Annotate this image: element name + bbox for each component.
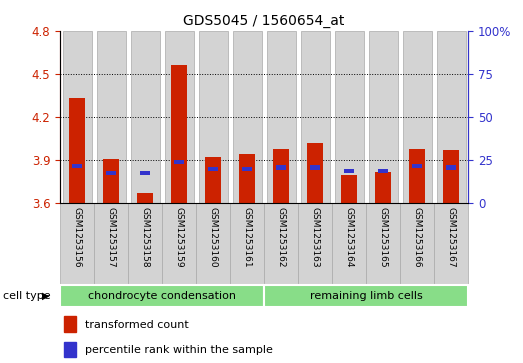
Bar [172, 65, 187, 203]
Bar [174, 160, 184, 164]
Title: GDS5045 / 1560654_at: GDS5045 / 1560654_at [184, 15, 345, 28]
Bar [444, 150, 459, 203]
Text: GSM1253162: GSM1253162 [277, 207, 286, 268]
Text: GSM1253167: GSM1253167 [447, 207, 456, 268]
Bar [106, 171, 116, 175]
Bar [308, 143, 323, 203]
Bar [233, 31, 262, 203]
FancyBboxPatch shape [400, 203, 434, 285]
Bar [301, 31, 329, 203]
Bar [242, 167, 252, 171]
Bar [97, 31, 126, 203]
Text: remaining limb cells: remaining limb cells [310, 291, 423, 301]
FancyBboxPatch shape [162, 203, 196, 285]
Bar [446, 166, 456, 170]
Text: ▶: ▶ [42, 291, 50, 301]
Text: GSM1253156: GSM1253156 [73, 207, 82, 268]
Bar [437, 31, 465, 203]
Bar [376, 172, 391, 203]
FancyBboxPatch shape [196, 203, 230, 285]
Bar [140, 171, 150, 175]
Bar [342, 175, 357, 203]
Bar [63, 31, 92, 203]
Bar [344, 169, 354, 173]
Text: GSM1253159: GSM1253159 [175, 207, 184, 268]
Bar [208, 167, 218, 171]
FancyBboxPatch shape [332, 203, 366, 285]
Text: GSM1253161: GSM1253161 [243, 207, 252, 268]
FancyBboxPatch shape [60, 203, 94, 285]
Bar [310, 166, 320, 170]
Bar [64, 342, 76, 357]
Text: GSM1253165: GSM1253165 [379, 207, 388, 268]
FancyBboxPatch shape [264, 285, 468, 307]
Text: percentile rank within the sample: percentile rank within the sample [85, 345, 272, 355]
Bar [131, 31, 160, 203]
FancyBboxPatch shape [230, 203, 264, 285]
Text: GSM1253160: GSM1253160 [209, 207, 218, 268]
Bar [206, 157, 221, 203]
Bar [104, 159, 119, 203]
Text: cell type: cell type [3, 291, 50, 301]
FancyBboxPatch shape [264, 203, 298, 285]
Bar [403, 31, 431, 203]
FancyBboxPatch shape [128, 203, 162, 285]
Bar [64, 316, 76, 332]
Bar [199, 31, 228, 203]
Text: chondrocyte condensation: chondrocyte condensation [88, 291, 236, 301]
Bar [410, 149, 425, 203]
Bar [335, 31, 363, 203]
Bar [369, 31, 397, 203]
Text: GSM1253163: GSM1253163 [311, 207, 320, 268]
Bar [138, 193, 153, 203]
FancyBboxPatch shape [60, 285, 264, 307]
Text: GSM1253166: GSM1253166 [413, 207, 422, 268]
Bar [276, 166, 286, 170]
Bar [412, 164, 422, 168]
Bar [267, 31, 295, 203]
Bar [240, 154, 255, 203]
FancyBboxPatch shape [366, 203, 400, 285]
Bar [378, 169, 388, 173]
Bar [72, 164, 82, 168]
FancyBboxPatch shape [298, 203, 332, 285]
Text: GSM1253164: GSM1253164 [345, 207, 354, 268]
Bar [70, 98, 85, 203]
FancyBboxPatch shape [434, 203, 468, 285]
Text: GSM1253157: GSM1253157 [107, 207, 116, 268]
Bar [274, 149, 289, 203]
Text: transformed count: transformed count [85, 320, 188, 330]
FancyBboxPatch shape [94, 203, 128, 285]
Text: GSM1253158: GSM1253158 [141, 207, 150, 268]
Bar [165, 31, 194, 203]
